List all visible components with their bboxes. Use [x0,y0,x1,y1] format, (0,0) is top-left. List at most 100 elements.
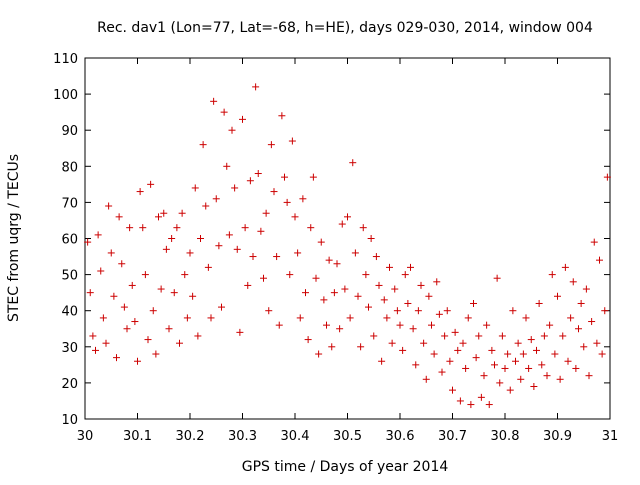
data-point [554,292,561,300]
data-point [336,325,344,333]
data-point [425,292,433,300]
chart-title: Rec. dav1 (Lon=77, Lat=-68, h=HE), days … [97,20,593,36]
y-tick-label: 60 [61,233,78,248]
data-point [596,256,603,264]
data-point [470,299,477,307]
data-point [89,332,97,340]
data-point [231,184,239,192]
data-point [441,332,449,340]
data-point [509,307,517,315]
data-point [252,83,260,91]
data-point [407,263,414,271]
x-tick-label: 30.5 [333,429,362,444]
data-point [110,292,118,300]
data-point [84,238,92,246]
data-point [525,364,533,372]
data-point [123,325,131,333]
data-point [504,350,512,358]
data-point [540,332,548,340]
data-point [590,238,598,246]
data-point [559,332,567,340]
data-point [181,271,189,279]
data-point [325,256,333,264]
data-point [399,346,407,354]
data-point [173,224,181,232]
data-point [126,224,134,232]
data-point [357,343,365,351]
data-point [546,321,554,329]
data-point [346,314,354,322]
data-point [218,303,225,311]
x-axis-label: GPS time / Days of year 2014 [242,459,449,475]
data-point [396,321,404,329]
data-point [386,263,393,271]
data-point [131,318,139,326]
data-point [443,307,451,315]
x-tick-label: 30.3 [228,429,257,444]
data-point [412,361,420,369]
data-point [451,328,459,336]
data-point [341,285,349,293]
data-point [433,278,441,286]
data-point [220,108,228,116]
data-point [304,336,312,344]
data-point [527,336,535,344]
data-point [212,195,220,203]
y-tick-label: 20 [61,377,78,392]
data-point [378,357,386,365]
data-point [522,314,530,322]
data-point [519,350,527,358]
data-point [338,220,346,228]
data-point [233,245,241,253]
data-point [197,235,204,242]
data-point [401,271,409,279]
data-point [225,231,233,239]
data-point [351,249,359,257]
data-point [485,401,493,409]
y-tick-label: 110 [53,52,78,67]
data-point [294,249,302,257]
data-point [328,343,336,351]
data-point [375,281,383,289]
data-point [204,263,212,271]
y-tick-label: 10 [61,413,78,428]
data-point [278,112,286,120]
data-point [149,307,157,315]
data-point [467,401,475,409]
data-point [409,325,417,333]
data-point [262,209,270,217]
data-point [183,314,191,322]
data-point [307,224,315,232]
data-point [551,350,559,358]
data-point [291,213,299,221]
data-point [223,162,231,170]
data-point [207,314,215,322]
data-point [317,238,325,246]
data-point [170,289,178,297]
data-point [388,339,396,347]
data-point [191,184,199,192]
data-point [367,235,375,242]
data-point [194,332,202,340]
data-point [267,141,275,149]
data-point [556,375,564,383]
data-point [435,310,443,318]
data-point [464,314,472,322]
data-point [472,354,480,362]
y-tick-label: 40 [61,305,78,320]
data-point [189,292,197,300]
data-point [598,350,606,358]
x-tick-label: 30.7 [438,429,467,444]
data-point [512,357,519,365]
y-tick-label: 100 [53,88,78,103]
data-point [480,372,488,380]
data-point [312,274,320,282]
y-tick-label: 90 [61,124,78,139]
data-point [349,159,357,167]
data-point [270,188,278,196]
data-point [582,285,590,293]
data-point [134,357,141,365]
data-point [210,97,218,105]
data-point [144,336,152,344]
